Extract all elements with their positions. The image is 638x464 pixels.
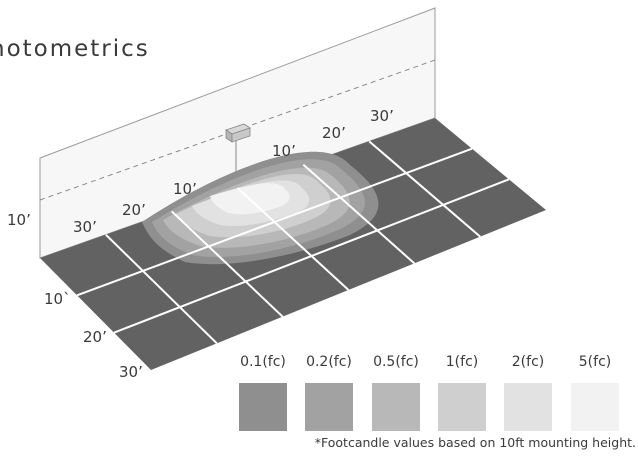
legend-item: 5(fc) <box>570 354 620 431</box>
grid-lines <box>76 140 510 345</box>
footnote: *Footcandle values based on 10ft mountin… <box>314 435 636 450</box>
legend-label: 0.2(fc) <box>306 354 352 370</box>
legend-swatch <box>239 383 287 431</box>
legend-swatch <box>571 383 619 431</box>
legend-swatch <box>305 383 353 431</box>
legend: 0.1(fc) 0.2(fc) 0.5(fc) 1(fc) 2(fc) 5(fc… <box>238 354 638 431</box>
legend-label: 5(fc) <box>578 354 612 370</box>
grid-line-depth <box>105 233 218 345</box>
top-label-20-left: 20’ <box>122 201 146 219</box>
legend-item: 2(fc) <box>503 354 553 431</box>
page-title: hotometrics <box>0 36 150 62</box>
legend-item: 0.2(fc) <box>304 354 354 431</box>
grid-line-width <box>76 147 473 297</box>
legend-item: 0.1(fc) <box>238 354 288 431</box>
top-label-30-left: 30’ <box>73 218 97 236</box>
top-label-10-right: 10’ <box>272 142 296 160</box>
grid-line-depth <box>236 187 350 291</box>
legend-label: 1(fc) <box>445 354 479 370</box>
grid-line-depth <box>302 163 415 265</box>
side-label-20: 20’ <box>83 328 107 346</box>
wall-height-label: 10’ <box>7 211 31 229</box>
legend-label: 0.5(fc) <box>373 354 419 370</box>
legend-swatch <box>438 383 486 431</box>
grid-line-width <box>113 178 510 334</box>
legend-swatch <box>372 383 420 431</box>
grid-line-depth <box>368 140 481 238</box>
legend-swatch <box>504 383 552 431</box>
legend-item: 0.5(fc) <box>371 354 421 431</box>
side-label-10: 10` <box>44 290 71 308</box>
legend-label: 0.1(fc) <box>240 354 286 370</box>
top-label-10-left: 10’ <box>173 180 197 198</box>
legend-label: 2(fc) <box>511 354 545 370</box>
top-label-30-right: 30’ <box>370 107 394 125</box>
side-label-30: 30’ <box>119 363 143 381</box>
legend-item: 1(fc) <box>437 354 487 431</box>
grid-line-depth <box>170 210 284 318</box>
top-label-20-right: 20’ <box>322 124 346 142</box>
